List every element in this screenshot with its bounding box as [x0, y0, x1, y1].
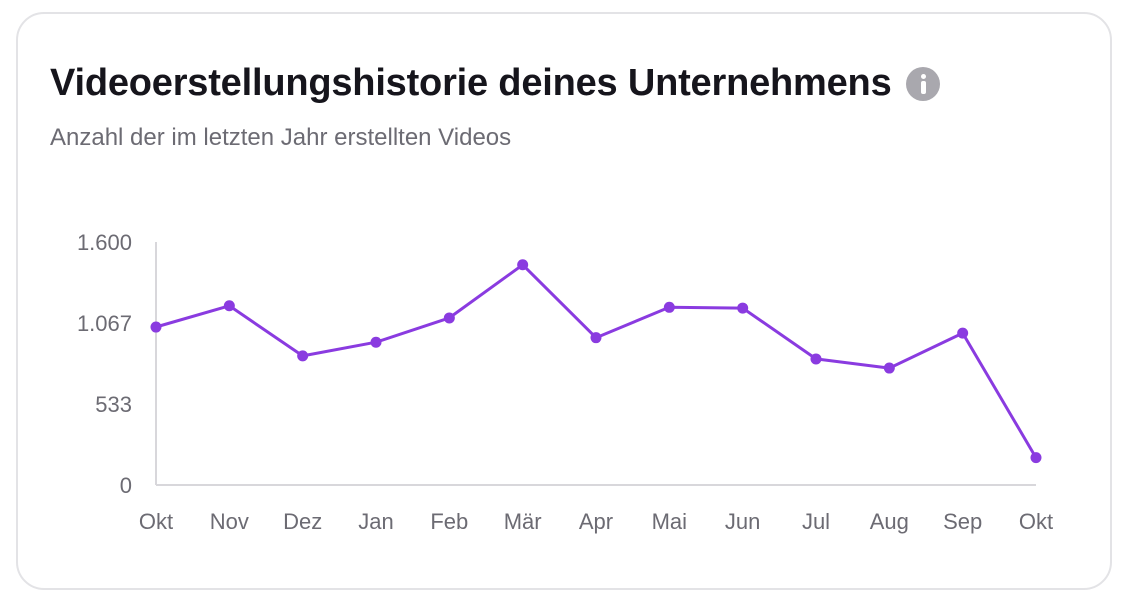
- x-tick-label: Apr: [579, 509, 613, 534]
- data-point: [810, 353, 822, 365]
- y-tick-label: 1.600: [77, 230, 132, 255]
- chart-card: [16, 12, 1112, 590]
- info-icon-dot: [920, 73, 926, 79]
- data-point: [443, 312, 455, 324]
- data-point: [1030, 452, 1042, 464]
- data-point: [223, 300, 235, 312]
- x-tick-label: Jan: [358, 509, 393, 534]
- card-subtitle: Anzahl der im letzten Jahr erstellten Vi…: [50, 124, 512, 151]
- x-tick-label: Nov: [210, 509, 249, 534]
- card-title: Videoerstellungshistorie deines Unterneh…: [50, 62, 892, 104]
- info-icon-stem: [920, 80, 926, 94]
- x-tick-label: Okt: [1019, 509, 1053, 534]
- info-icon[interactable]: [905, 66, 940, 101]
- data-point: [150, 321, 162, 333]
- data-point: [297, 350, 309, 362]
- x-tick-label: Dez: [283, 509, 322, 534]
- x-tick-label: Mai: [652, 509, 687, 534]
- series-line: [154, 263, 1038, 460]
- y-tick-label: 1.067: [77, 311, 132, 336]
- data-point: [517, 259, 529, 271]
- x-tick-label: Okt: [139, 509, 173, 534]
- data-point: [883, 362, 895, 374]
- x-tick-label: Feb: [430, 509, 468, 534]
- card-header: Videoerstellungshistorie deines Unterneh…: [50, 62, 940, 105]
- data-point: [957, 327, 969, 339]
- data-point: [370, 336, 382, 348]
- data-point: [663, 301, 675, 313]
- y-tick-label: 533: [95, 392, 132, 417]
- x-tick-label: Mär: [504, 509, 542, 534]
- y-tick-label: 0: [120, 473, 132, 498]
- x-tick-label: Sep: [943, 509, 982, 534]
- x-tick-label: Aug: [870, 509, 909, 534]
- data-point: [590, 332, 602, 344]
- x-tick-label: Jun: [725, 509, 760, 534]
- x-tick-label: Jul: [802, 509, 830, 534]
- data-point: [737, 302, 749, 314]
